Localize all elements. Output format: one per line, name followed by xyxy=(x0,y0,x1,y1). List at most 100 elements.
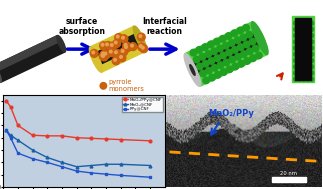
Circle shape xyxy=(306,77,310,81)
Circle shape xyxy=(306,40,310,44)
Circle shape xyxy=(237,27,244,34)
Text: surface
absorption: surface absorption xyxy=(58,16,105,36)
Circle shape xyxy=(125,46,127,48)
Circle shape xyxy=(226,66,233,73)
Circle shape xyxy=(302,71,306,75)
Circle shape xyxy=(120,56,122,58)
Circle shape xyxy=(298,40,302,44)
Circle shape xyxy=(118,54,126,62)
MnO₂@CNF xyxy=(148,164,152,167)
PPy@CNF xyxy=(16,152,20,154)
Circle shape xyxy=(298,65,302,69)
Circle shape xyxy=(294,46,297,50)
Ellipse shape xyxy=(190,65,195,75)
Circle shape xyxy=(219,36,226,42)
Circle shape xyxy=(298,46,302,50)
Circle shape xyxy=(310,59,314,63)
Circle shape xyxy=(104,52,107,55)
MnO₂/PPy@CNF xyxy=(16,124,20,126)
Circle shape xyxy=(138,33,145,41)
MnO₂/PPy@CNF xyxy=(45,135,49,137)
PPy@CNF xyxy=(148,176,152,178)
Circle shape xyxy=(310,77,314,81)
MnO₂/PPy@CNF xyxy=(60,135,64,137)
Circle shape xyxy=(113,40,120,47)
Circle shape xyxy=(306,21,310,25)
Circle shape xyxy=(122,36,124,39)
Circle shape xyxy=(250,55,256,61)
Circle shape xyxy=(196,63,203,70)
Circle shape xyxy=(294,52,297,56)
Circle shape xyxy=(109,50,112,53)
Text: Interfacial
reaction: Interfacial reaction xyxy=(142,16,187,36)
Line: MnO₂@CNF: MnO₂@CNF xyxy=(5,129,151,168)
Circle shape xyxy=(294,27,297,31)
Circle shape xyxy=(235,53,241,60)
Circle shape xyxy=(231,30,238,36)
Circle shape xyxy=(123,42,130,50)
Text: MnO₂/PPy: MnO₂/PPy xyxy=(209,108,255,118)
Circle shape xyxy=(200,70,206,77)
Circle shape xyxy=(212,65,218,71)
Circle shape xyxy=(90,50,98,57)
MnO₂/PPy@CNF xyxy=(89,137,93,139)
Circle shape xyxy=(306,46,310,50)
Circle shape xyxy=(298,27,302,31)
Circle shape xyxy=(298,77,302,81)
MnO₂@CNF xyxy=(45,156,49,159)
PPy@CNF xyxy=(9,137,13,139)
Circle shape xyxy=(302,34,306,38)
Circle shape xyxy=(99,52,107,60)
Circle shape xyxy=(104,41,112,49)
Circle shape xyxy=(108,49,116,57)
Circle shape xyxy=(302,21,306,25)
Circle shape xyxy=(255,52,262,59)
Circle shape xyxy=(306,27,310,31)
Circle shape xyxy=(116,35,119,38)
Bar xyxy=(292,16,314,82)
Circle shape xyxy=(205,51,212,57)
Legend: MnO₂/PPy@CNF, MnO₂@CNF, PPy@CNF: MnO₂/PPy@CNF, MnO₂@CNF, PPy@CNF xyxy=(122,97,163,112)
Bar xyxy=(295,18,311,80)
PPy@CNF xyxy=(119,174,123,177)
Line: PPy@CNF: PPy@CNF xyxy=(5,129,151,179)
Circle shape xyxy=(121,50,124,52)
Text: pyrrole
monomers: pyrrole monomers xyxy=(109,79,145,92)
Circle shape xyxy=(249,38,256,45)
Circle shape xyxy=(302,65,306,69)
Circle shape xyxy=(228,40,235,46)
Circle shape xyxy=(298,59,302,63)
Circle shape xyxy=(110,44,113,46)
Circle shape xyxy=(306,34,310,38)
MnO₂@CNF xyxy=(16,139,20,141)
Circle shape xyxy=(246,48,253,55)
Circle shape xyxy=(99,42,107,50)
Bar xyxy=(272,177,306,182)
Circle shape xyxy=(310,65,314,69)
MnO₂@CNF xyxy=(75,166,78,168)
Circle shape xyxy=(120,35,128,43)
Circle shape xyxy=(306,71,310,75)
Circle shape xyxy=(221,69,227,75)
Circle shape xyxy=(115,51,117,54)
Polygon shape xyxy=(93,33,142,65)
Circle shape xyxy=(214,55,221,61)
Circle shape xyxy=(115,34,122,42)
Circle shape xyxy=(237,44,244,50)
MnO₂@CNF xyxy=(89,164,93,167)
Circle shape xyxy=(199,53,206,60)
Circle shape xyxy=(141,46,144,49)
Circle shape xyxy=(241,51,247,57)
Circle shape xyxy=(246,31,253,38)
Circle shape xyxy=(252,45,259,52)
Circle shape xyxy=(113,49,121,57)
MnO₂@CNF xyxy=(31,149,35,151)
MnO₂/PPy@CNF xyxy=(4,100,8,102)
Circle shape xyxy=(302,59,306,63)
Circle shape xyxy=(232,63,239,70)
Circle shape xyxy=(120,48,128,56)
Circle shape xyxy=(100,51,108,58)
Circle shape xyxy=(306,52,310,56)
Ellipse shape xyxy=(57,36,66,52)
Circle shape xyxy=(298,21,302,25)
